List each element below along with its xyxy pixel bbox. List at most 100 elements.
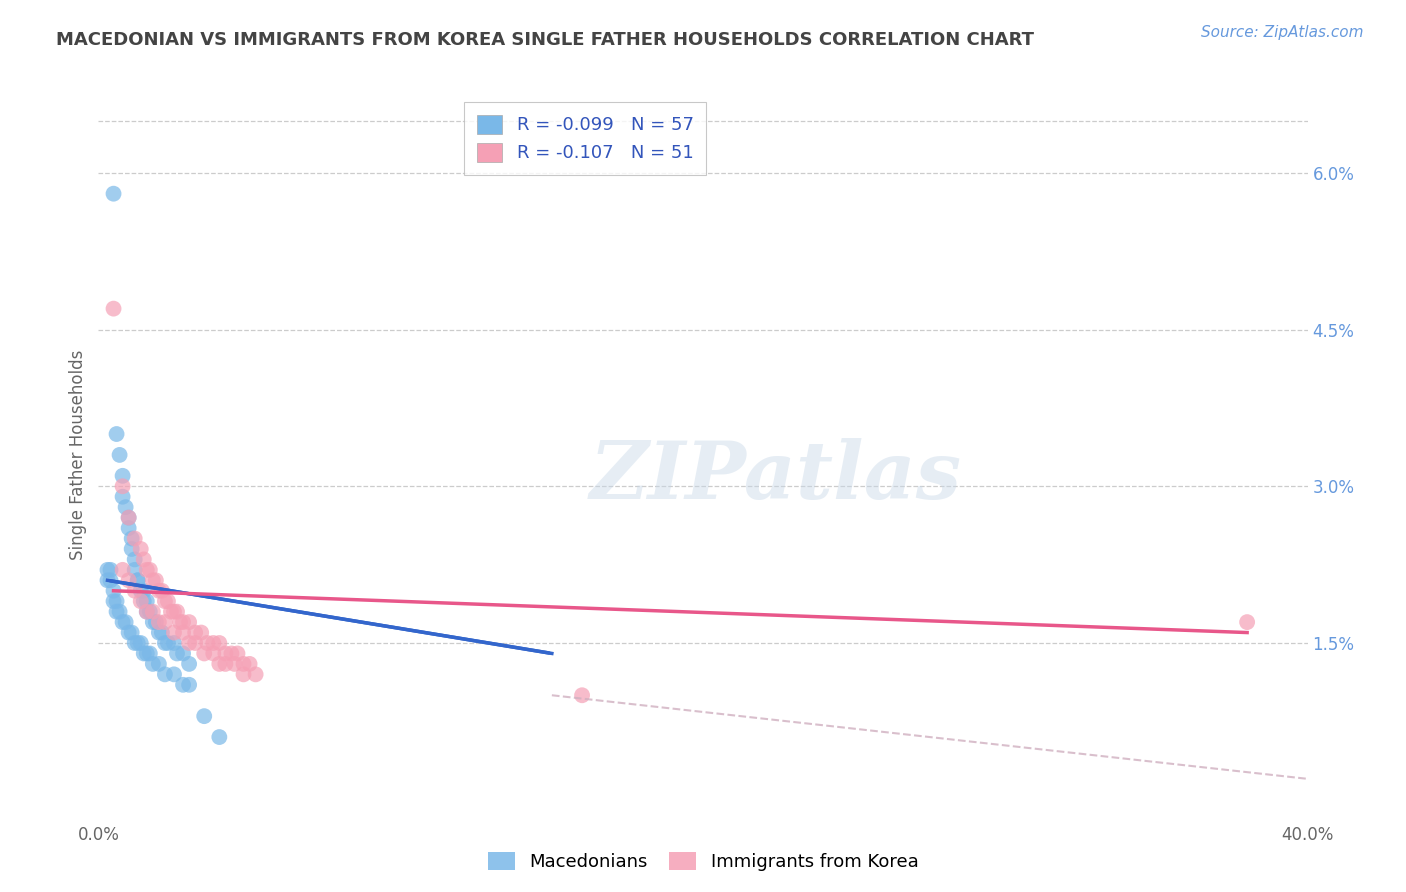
Point bbox=[103, 594, 125, 608]
Point bbox=[124, 636, 146, 650]
Legend: R = -0.099   N = 57, R = -0.107   N = 51: R = -0.099 N = 57, R = -0.107 N = 51 bbox=[464, 102, 706, 175]
Point bbox=[142, 657, 165, 671]
Point bbox=[160, 605, 183, 619]
Point bbox=[100, 563, 122, 577]
Point bbox=[124, 563, 146, 577]
Point bbox=[226, 647, 249, 661]
Point bbox=[571, 688, 593, 702]
Point bbox=[245, 667, 267, 681]
Point bbox=[124, 552, 146, 566]
Point bbox=[118, 510, 141, 524]
Text: Source: ZipAtlas.com: Source: ZipAtlas.com bbox=[1201, 25, 1364, 40]
Point bbox=[118, 625, 141, 640]
Point bbox=[105, 594, 128, 608]
Point bbox=[114, 500, 136, 515]
Point bbox=[153, 667, 176, 681]
Point bbox=[163, 605, 186, 619]
Point bbox=[121, 532, 143, 546]
Point bbox=[111, 490, 134, 504]
Point bbox=[135, 605, 157, 619]
Point bbox=[195, 636, 218, 650]
Point bbox=[153, 594, 176, 608]
Point bbox=[132, 583, 155, 598]
Point bbox=[150, 625, 173, 640]
Point bbox=[163, 625, 186, 640]
Point bbox=[142, 615, 165, 629]
Point bbox=[108, 448, 131, 462]
Point bbox=[166, 647, 188, 661]
Point bbox=[105, 427, 128, 442]
Point bbox=[190, 625, 212, 640]
Point bbox=[1236, 615, 1258, 629]
Point bbox=[139, 605, 162, 619]
Point bbox=[172, 678, 194, 692]
Point bbox=[193, 709, 215, 723]
Point bbox=[172, 647, 194, 661]
Point bbox=[208, 636, 231, 650]
Text: ZIPatlas: ZIPatlas bbox=[589, 438, 962, 516]
Point bbox=[111, 563, 134, 577]
Point bbox=[139, 563, 162, 577]
Point bbox=[163, 667, 186, 681]
Point bbox=[156, 636, 179, 650]
Point bbox=[208, 657, 231, 671]
Point bbox=[232, 667, 254, 681]
Point bbox=[139, 647, 162, 661]
Point bbox=[132, 552, 155, 566]
Point bbox=[118, 510, 141, 524]
Point bbox=[221, 647, 243, 661]
Point bbox=[108, 605, 131, 619]
Point bbox=[202, 636, 225, 650]
Legend: Macedonians, Immigrants from Korea: Macedonians, Immigrants from Korea bbox=[481, 845, 925, 879]
Point bbox=[224, 657, 246, 671]
Point bbox=[145, 615, 167, 629]
Point bbox=[169, 615, 191, 629]
Point bbox=[127, 574, 149, 588]
Point bbox=[208, 730, 231, 744]
Point bbox=[127, 574, 149, 588]
Point bbox=[103, 301, 125, 316]
Point bbox=[124, 532, 146, 546]
Point bbox=[118, 521, 141, 535]
Text: MACEDONIAN VS IMMIGRANTS FROM KOREA SINGLE FATHER HOUSEHOLDS CORRELATION CHART: MACEDONIAN VS IMMIGRANTS FROM KOREA SING… bbox=[56, 31, 1035, 49]
Point bbox=[111, 468, 134, 483]
Point bbox=[156, 594, 179, 608]
Point bbox=[239, 657, 262, 671]
Point bbox=[135, 647, 157, 661]
Point bbox=[118, 574, 141, 588]
Point bbox=[172, 615, 194, 629]
Point bbox=[148, 583, 170, 598]
Point bbox=[129, 636, 152, 650]
Point bbox=[129, 541, 152, 556]
Point bbox=[214, 657, 236, 671]
Point bbox=[135, 594, 157, 608]
Point bbox=[150, 583, 173, 598]
Point bbox=[96, 563, 118, 577]
Point bbox=[153, 615, 176, 629]
Point bbox=[135, 605, 157, 619]
Point bbox=[179, 678, 201, 692]
Point bbox=[129, 583, 152, 598]
Point bbox=[172, 625, 194, 640]
Point bbox=[121, 625, 143, 640]
Point bbox=[184, 636, 207, 650]
Point bbox=[145, 574, 167, 588]
Point bbox=[103, 186, 125, 201]
Point bbox=[127, 636, 149, 650]
Y-axis label: Single Father Households: Single Father Households bbox=[69, 350, 87, 560]
Point bbox=[105, 605, 128, 619]
Point bbox=[166, 605, 188, 619]
Point bbox=[111, 479, 134, 493]
Point bbox=[124, 583, 146, 598]
Point bbox=[148, 657, 170, 671]
Point bbox=[121, 541, 143, 556]
Point bbox=[132, 594, 155, 608]
Point bbox=[179, 615, 201, 629]
Point bbox=[202, 647, 225, 661]
Point bbox=[232, 657, 254, 671]
Point bbox=[153, 636, 176, 650]
Point bbox=[179, 636, 201, 650]
Point bbox=[100, 574, 122, 588]
Point bbox=[103, 583, 125, 598]
Point bbox=[193, 647, 215, 661]
